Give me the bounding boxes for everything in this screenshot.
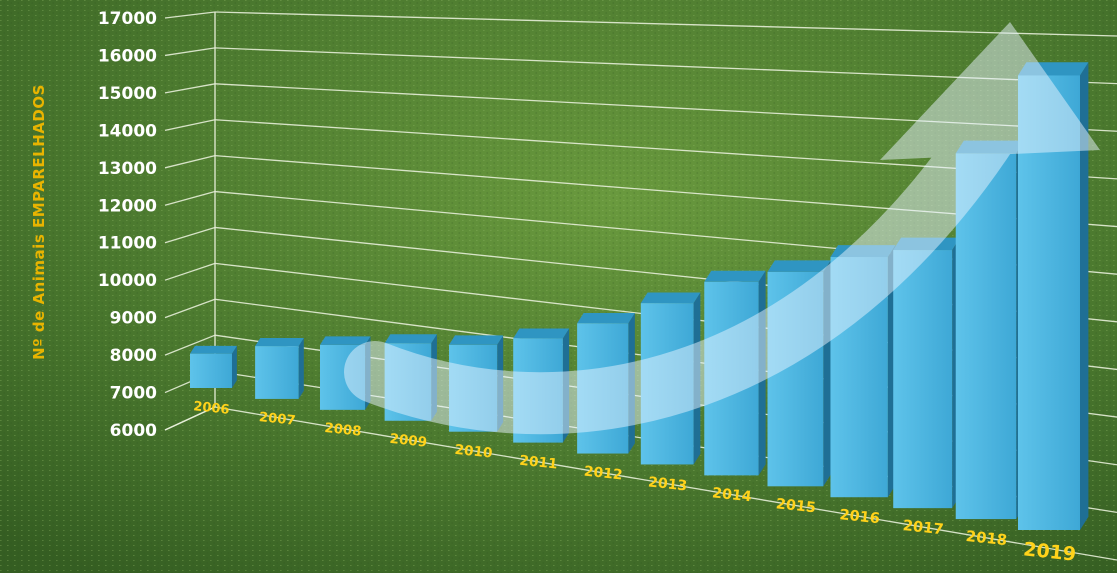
bar-side xyxy=(298,337,304,399)
gridline xyxy=(214,406,1117,561)
x-tick-label: 2019 xyxy=(1022,538,1077,565)
bar-top xyxy=(704,270,766,282)
bar-front xyxy=(190,353,232,388)
x-tick-label: 2014 xyxy=(711,485,752,505)
y-tick-label: 9000 xyxy=(110,309,157,329)
trend-arrow-head xyxy=(880,22,1100,160)
bar-top xyxy=(190,345,237,354)
x-tick-label: 2013 xyxy=(647,474,688,494)
gridline-left xyxy=(164,83,216,94)
trend-arrow xyxy=(344,22,1100,435)
bar-top xyxy=(319,336,371,345)
y-tick-label: 15000 xyxy=(98,84,157,104)
bar-front xyxy=(255,346,299,399)
gridline-left xyxy=(164,298,216,319)
x-tick-label: 2015 xyxy=(775,496,816,516)
gridline-left xyxy=(164,119,216,131)
bar-top xyxy=(513,328,570,339)
bar-front xyxy=(893,250,953,509)
x-tick-label: 2011 xyxy=(519,453,559,473)
gridline-left xyxy=(164,11,216,19)
y-tick-label: 6000 xyxy=(110,421,157,441)
y-tick-label: 11000 xyxy=(98,234,157,254)
bar-top xyxy=(449,335,504,345)
y-tick-label: 8000 xyxy=(110,346,157,366)
x-tick-label: 2016 xyxy=(839,507,881,527)
x-tick-label: 2009 xyxy=(389,432,428,451)
gridline-left xyxy=(164,226,216,244)
y-axis-ticks: 6000 7000 8000 9000 10000 11000 12000 13000 1400… xyxy=(98,9,157,441)
y-tick-label: 17000 xyxy=(98,9,157,29)
x-tick-label: 2010 xyxy=(454,442,493,462)
bar-top xyxy=(767,260,831,272)
y-tick-label: 16000 xyxy=(98,46,157,66)
y-tick-label: 7000 xyxy=(110,384,157,404)
floor-edge xyxy=(164,406,216,431)
y-tick-label: 10000 xyxy=(98,271,157,291)
y-tick-label: 14000 xyxy=(98,121,157,141)
bar-2007 xyxy=(255,337,304,399)
x-tick-label: 2008 xyxy=(324,421,362,440)
bar-top xyxy=(640,292,701,304)
gridline-left xyxy=(164,262,216,281)
y-tick-label: 13000 xyxy=(98,159,157,179)
x-tick-label: 2012 xyxy=(583,464,623,484)
x-tick-label: 2006 xyxy=(193,399,231,418)
gridline-left xyxy=(164,190,216,206)
x-tick-label: 2007 xyxy=(258,410,296,429)
trend-arrow-shaft xyxy=(344,57,1046,435)
gridline xyxy=(214,11,1117,37)
bar-top xyxy=(384,334,437,344)
gridline-left xyxy=(164,155,216,169)
y-axis-title: Nº de Animais EMPARELHADOS xyxy=(30,84,48,360)
y-tick-label: 12000 xyxy=(98,196,157,216)
bar-2006 xyxy=(190,345,237,388)
bar-front xyxy=(955,153,1017,520)
bar-side xyxy=(1080,62,1089,530)
bar-side xyxy=(232,345,237,388)
gridline-left xyxy=(164,47,216,57)
x-tick-label: 2017 xyxy=(902,517,944,538)
x-tick-label: 2018 xyxy=(965,528,1008,549)
bar-top xyxy=(255,337,304,347)
gridline-left xyxy=(164,334,216,356)
bar-top xyxy=(577,313,635,324)
x-axis-labels: 2006 2007 2008 2009 2010 2011 2012 2013 2014 2015… xyxy=(193,399,1077,566)
